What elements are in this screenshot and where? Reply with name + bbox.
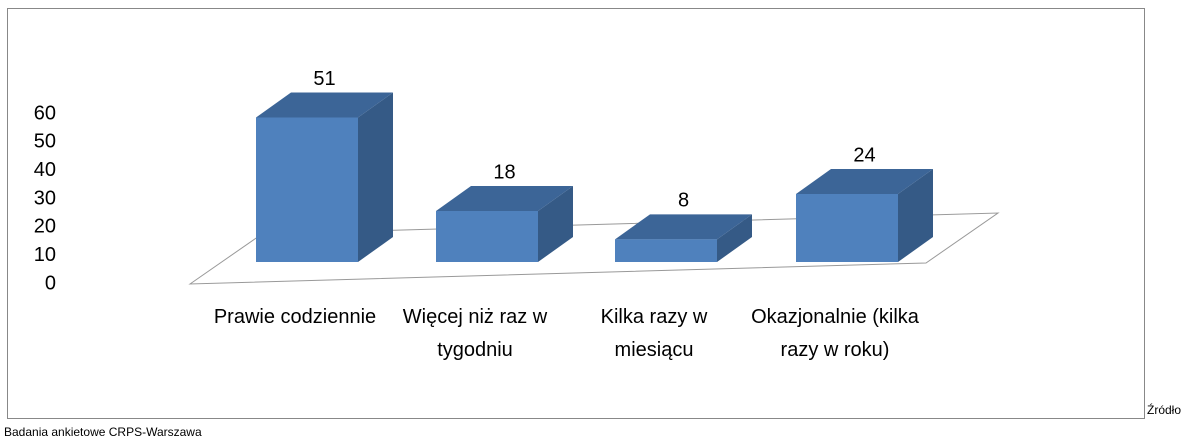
y-tick-label: 50 xyxy=(34,131,56,153)
bar xyxy=(256,92,393,262)
bar xyxy=(796,169,933,262)
bar xyxy=(615,214,752,262)
bar-side xyxy=(717,214,752,262)
y-tick-label: 20 xyxy=(34,216,56,238)
value-label: 8 xyxy=(678,190,689,212)
value-label: 24 xyxy=(853,144,875,166)
value-label: 51 xyxy=(313,68,335,90)
x-tick-label: Prawie codziennie xyxy=(213,306,377,328)
bar-front xyxy=(615,239,717,262)
x-tick-label: Więcej niż raz w tygodniu xyxy=(402,306,548,361)
bar-side xyxy=(538,186,573,262)
bar xyxy=(436,186,573,262)
bar-front xyxy=(436,211,538,262)
source-label: Źródło xyxy=(1147,403,1182,417)
y-tick-label: 0 xyxy=(45,272,56,294)
bar-side xyxy=(358,92,393,262)
chart-frame xyxy=(7,8,1145,419)
y-tick-label: 30 xyxy=(34,187,56,209)
value-label: 18 xyxy=(493,161,515,183)
bar-top xyxy=(615,214,752,240)
floor xyxy=(188,212,1000,285)
bar-side xyxy=(898,169,933,262)
bar-top xyxy=(796,169,933,194)
y-tick-label: 60 xyxy=(34,102,56,124)
bar-front xyxy=(796,194,898,262)
x-tick-label: Okazjonalnie (kilka razy w roku) xyxy=(751,306,919,361)
y-tick-label: 10 xyxy=(34,244,56,266)
bar-top xyxy=(256,92,393,118)
x-tick-label: Kilka razy w miesiącu xyxy=(600,306,708,361)
bar-front xyxy=(256,117,358,262)
y-tick-label: 40 xyxy=(34,159,56,181)
source-text: Badania ankietowe CRPS-Warszawa xyxy=(4,425,202,439)
bar-top xyxy=(436,186,573,211)
